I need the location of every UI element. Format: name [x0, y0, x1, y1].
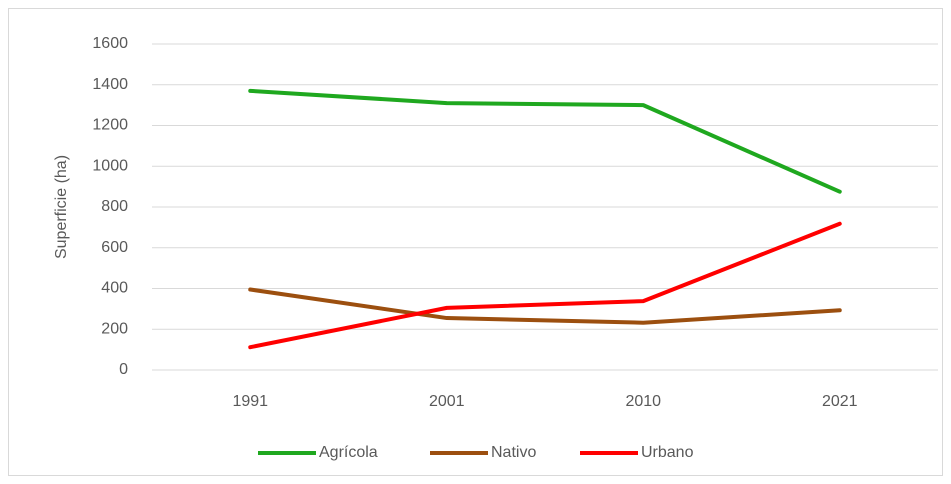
y-tick-label: 1600 — [92, 35, 128, 52]
data-line — [248, 88, 842, 194]
x-tick-label: 1991 — [232, 393, 268, 410]
legend-label: Urbano — [641, 444, 694, 461]
y-tick-label: 1200 — [92, 117, 128, 134]
legend-label: Nativo — [491, 444, 536, 461]
x-tick-label: 2010 — [625, 393, 661, 410]
legend-label: Agrícola — [319, 444, 378, 461]
data-line — [248, 221, 842, 350]
y-tick-label: 0 — [119, 361, 128, 378]
y-tick-label: 1400 — [92, 76, 128, 93]
x-tick-label: 2021 — [822, 393, 858, 410]
y-axis-label: Superficie (ha) — [53, 155, 70, 259]
y-tick-label: 600 — [101, 239, 128, 256]
chart-border — [8, 8, 943, 476]
data-line — [248, 287, 842, 325]
y-tick-label: 400 — [101, 280, 128, 297]
y-tick-label: 1000 — [92, 157, 128, 174]
x-tick-label: 2001 — [429, 393, 465, 410]
y-tick-label: 200 — [101, 320, 128, 337]
y-tick-label: 800 — [101, 198, 128, 215]
